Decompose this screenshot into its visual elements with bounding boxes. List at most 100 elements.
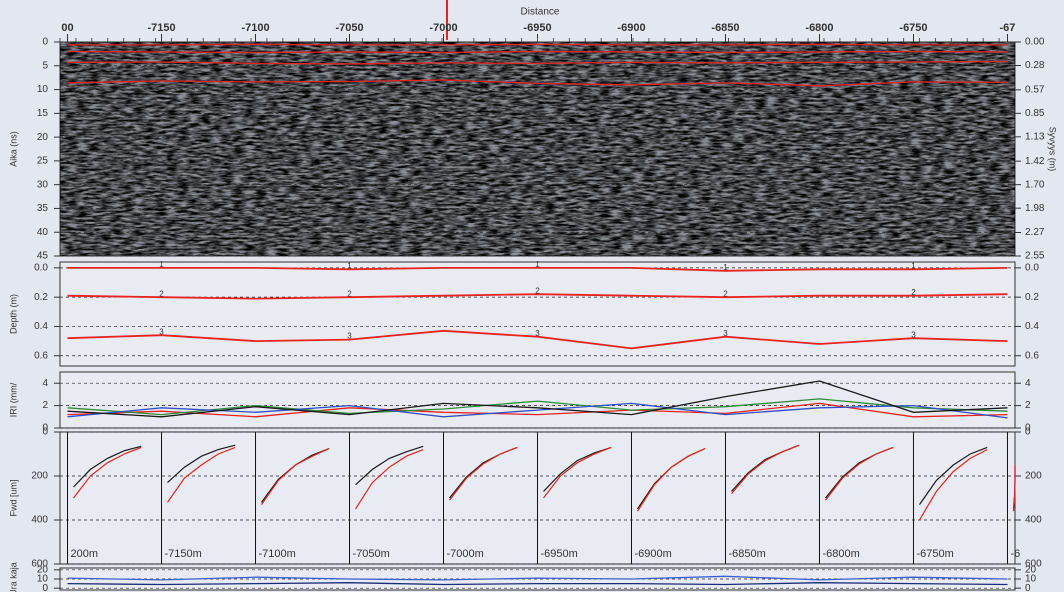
layer-label: 3 — [159, 327, 164, 336]
y2-tick-label: 600 — [1025, 559, 1042, 570]
panel — [59, 371, 1016, 429]
x-tick-label: -7000 — [429, 22, 457, 34]
segment-label: -7000m — [447, 548, 484, 560]
y-tick-label: 0.4 — [34, 321, 48, 332]
series-line — [67, 329, 1008, 350]
deflection-curve — [355, 445, 424, 486]
series-line — [67, 293, 1008, 300]
y2-tick-label: 0.85 — [1025, 108, 1045, 119]
y-tick-label: 4 — [42, 378, 48, 389]
layer-label: 3 — [347, 332, 352, 341]
deflection-curve — [918, 449, 988, 521]
y2-tick-label: 1.13 — [1025, 131, 1045, 142]
series-line — [67, 398, 1008, 416]
y-tick-label: 30 — [37, 179, 49, 190]
deflection-curve — [167, 444, 236, 484]
deflection-curve — [261, 447, 330, 505]
deflection-curve — [167, 446, 236, 503]
x-tick-label: -6900 — [617, 22, 645, 34]
deflection-curve — [731, 444, 800, 494]
y-tick-label: 0 — [42, 427, 48, 438]
layer-label: 1 — [723, 263, 728, 272]
deflection-curve — [73, 446, 142, 499]
layer-label: 1 — [347, 261, 352, 270]
y-tick-label: 35 — [37, 203, 49, 214]
y-tick-label: 0.0 — [34, 262, 48, 273]
y2-tick-label: 0.57 — [1025, 84, 1045, 95]
y-tick-label: 25 — [37, 156, 49, 167]
y2-tick-label: 0.2 — [1025, 292, 1039, 303]
y2-axis-title: Syvyys (m) — [1048, 127, 1058, 172]
deflection-curve — [354, 449, 424, 510]
deflection-curve — [543, 446, 612, 492]
y-tick-label: 5 — [42, 60, 48, 71]
y2-tick-label: 2 — [1025, 400, 1031, 411]
y2-tick-label: 0.6 — [1025, 350, 1039, 361]
series-line — [67, 43, 1008, 46]
x-tick-label: -6750 — [899, 22, 927, 34]
y-tick-label: 40 — [37, 227, 49, 238]
layer-label: 3 — [723, 329, 728, 338]
segment-label: -6 — [1010, 548, 1020, 560]
segment-label: -7150m — [165, 548, 202, 560]
y-tick-label: 0 — [42, 423, 48, 434]
y-tick-label: 0.2 — [34, 292, 48, 303]
y-axis-title: Aika (ns) — [8, 131, 18, 167]
y-axis-title: Ura kaja — [8, 562, 18, 592]
deflection-curve — [449, 446, 518, 501]
y2-tick-label: 0 — [1025, 423, 1031, 434]
radar-texture — [60, 42, 1015, 256]
series-line — [67, 575, 1008, 581]
x-tick-label: -6950 — [523, 22, 551, 34]
segment-label: -6850m — [728, 548, 765, 560]
y2-tick-label: 0 — [1025, 583, 1031, 592]
x-tick-label: -7050 — [335, 22, 363, 34]
y2-tick-label: 1.98 — [1025, 203, 1045, 214]
y-tick-label: 45 — [37, 251, 49, 262]
y2-tick-label: 1.70 — [1025, 179, 1045, 190]
y-tick-label: 10 — [37, 84, 49, 95]
series-line — [67, 50, 1008, 54]
y-axis-title: IRI (mm/ — [8, 382, 18, 417]
y2-tick-label: 0.0 — [1025, 262, 1039, 273]
segment-label: -7100m — [259, 548, 296, 560]
y-tick-label: 15 — [37, 108, 49, 119]
deflection-curve — [825, 446, 894, 501]
segment-label: -6800m — [822, 548, 859, 560]
x-tick-label: -67 — [1000, 22, 1016, 34]
x-tick-label: -6800 — [805, 22, 833, 34]
y2-tick-label: 0.4 — [1025, 321, 1039, 332]
x-tick-label: -6850 — [711, 22, 739, 34]
y-tick-label: 10 — [37, 574, 49, 585]
x-axis-title: Distance — [521, 7, 560, 18]
series-line — [67, 267, 1008, 272]
layer-label: 2 — [723, 289, 728, 298]
y2-tick-label: 4 — [1025, 378, 1031, 389]
layer-label: 3 — [911, 330, 916, 339]
layer-label: 1 — [535, 260, 540, 269]
layer-label: 1 — [159, 260, 164, 269]
y-axis-title: Fwd [um] — [8, 479, 18, 516]
y2-tick-label: 2.55 — [1025, 251, 1045, 262]
y2-tick-label: 20 — [1025, 564, 1037, 575]
x-tick-label: 00 — [61, 22, 73, 34]
series-line — [67, 79, 1008, 87]
deflection-curve — [636, 447, 706, 512]
deflection-curve — [73, 445, 142, 488]
y2-tick-label: 2.27 — [1025, 227, 1045, 238]
y-tick-label: 0.6 — [34, 350, 48, 361]
deflection-curve — [543, 446, 612, 499]
layer-label: 3 — [535, 329, 540, 338]
x-tick-label: -7100 — [241, 22, 269, 34]
y-tick-label: 0 — [42, 37, 48, 48]
series-line — [67, 402, 1008, 418]
layer-label: 2 — [535, 286, 540, 295]
layer-label: 2 — [159, 289, 164, 298]
series-line — [67, 380, 1008, 418]
y-tick-label: 600 — [31, 559, 48, 570]
y-axis-title: Depth (m) — [8, 294, 18, 334]
y-tick-label: 200 — [31, 471, 48, 482]
y-tick-label: 20 — [37, 132, 49, 143]
x-tick-label: -7150 — [147, 22, 175, 34]
